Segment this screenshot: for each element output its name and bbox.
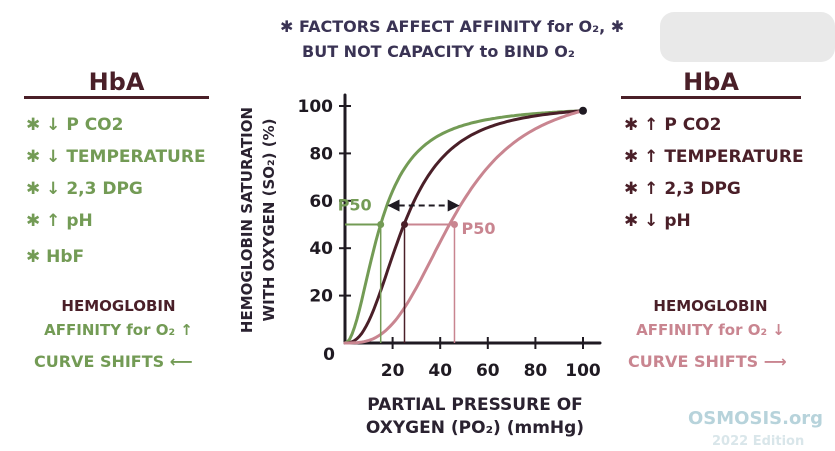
y-tick-label: 80 bbox=[309, 144, 333, 164]
right-title-divider bbox=[621, 96, 801, 99]
right-factor: ✱ ↓ pH bbox=[624, 211, 691, 231]
right-panel-title: HbA bbox=[683, 68, 739, 96]
osmosis-logo: OSMOSIS.org bbox=[688, 408, 824, 429]
normal-curve bbox=[343, 109, 585, 345]
x-tick-label: 80 bbox=[524, 361, 548, 381]
x-axis-title-line-2: OXYGEN (PO₂) (mmHg) bbox=[365, 418, 585, 438]
left-affinity-line-1: HEMOGLOBIN bbox=[61, 297, 176, 315]
right-shift-curve bbox=[343, 109, 585, 345]
right-factor-list: ✱ ↑ P CO2 ✱ ↑ TEMPERATURE ✱ ↑ 2,3 DPG ✱ … bbox=[624, 115, 804, 243]
header-line-2: BUT NOT CAPACITY to BIND O₂ bbox=[302, 42, 575, 61]
right-panel: HbA bbox=[621, 68, 801, 99]
x-tick-label: 60 bbox=[476, 361, 500, 381]
x-axis-title: PARTIAL PRESSURE OF OXYGEN (PO₂) (mmHg) bbox=[330, 394, 620, 440]
left-curve-shift: CURVE SHIFTS ⟵ bbox=[34, 352, 193, 371]
y-tick-label: 20 bbox=[309, 287, 333, 307]
right-affinity-line-1: HEMOGLOBIN bbox=[653, 297, 768, 315]
left-panel-title: HbA bbox=[88, 68, 145, 96]
x-axis-title-line-1: PARTIAL PRESSURE OF bbox=[367, 395, 583, 415]
right-factor: ✱ ↑ P CO2 bbox=[624, 115, 722, 135]
right-p50-label: P50 bbox=[461, 219, 495, 238]
left-shift-p50-point bbox=[377, 221, 385, 228]
right-affinity-note: HEMOGLOBIN AFFINITY for O₂ ↓ bbox=[618, 294, 803, 342]
right-factor: ✱ ↑ TEMPERATURE bbox=[624, 147, 804, 167]
normal-p50-point bbox=[401, 221, 408, 228]
left-shift-curve bbox=[343, 109, 585, 345]
left-factor: ✱ ↓ 2,3 DPG bbox=[26, 179, 143, 199]
right-factor: ✱ ↑ 2,3 DPG bbox=[624, 179, 741, 199]
x-tick-label: 40 bbox=[428, 361, 452, 381]
y-tick-label: 60 bbox=[309, 192, 333, 212]
left-factor: ✱ ↑ pH bbox=[26, 211, 93, 231]
x-tick-label: 100 bbox=[565, 361, 601, 381]
left-title-divider bbox=[24, 96, 209, 99]
left-factor: ✱ ↓ TEMPERATURE bbox=[26, 147, 206, 167]
redacted-area bbox=[660, 12, 835, 62]
right-affinity-line-2: AFFINITY for O₂ ↓ bbox=[636, 321, 785, 339]
left-affinity-line-2: AFFINITY for O₂ ↑ bbox=[44, 321, 193, 339]
y-tick-label: 40 bbox=[309, 239, 333, 259]
left-p50-label: P50 bbox=[338, 195, 372, 214]
header-line-1: ✱ FACTORS AFFECT AFFINITY for O₂, ✱ bbox=[280, 17, 625, 36]
left-affinity-note: HEMOGLOBIN AFFINITY for O₂ ↑ bbox=[26, 294, 211, 342]
left-factor: ✱ HbF bbox=[26, 247, 85, 267]
left-factor: ✱ ↓ P CO2 bbox=[26, 115, 124, 135]
right-shift-p50-point bbox=[450, 221, 458, 228]
curve-end-point bbox=[579, 106, 587, 115]
osmosis-edition: 2022 Edition bbox=[712, 434, 805, 449]
origin-label: 0 bbox=[323, 345, 335, 365]
left-panel: HbA bbox=[24, 68, 209, 99]
y-tick-label: 100 bbox=[298, 97, 334, 117]
left-factor-list: ✱ ↓ P CO2 ✱ ↓ TEMPERATURE ✱ ↓ 2,3 DPG ✱ … bbox=[26, 115, 206, 279]
header-note: ✱ FACTORS AFFECT AFFINITY for O₂, ✱ BUT … bbox=[280, 14, 660, 64]
x-tick-label: 20 bbox=[381, 361, 405, 381]
right-curve-shift: CURVE SHIFTS ⟶ bbox=[628, 352, 787, 371]
